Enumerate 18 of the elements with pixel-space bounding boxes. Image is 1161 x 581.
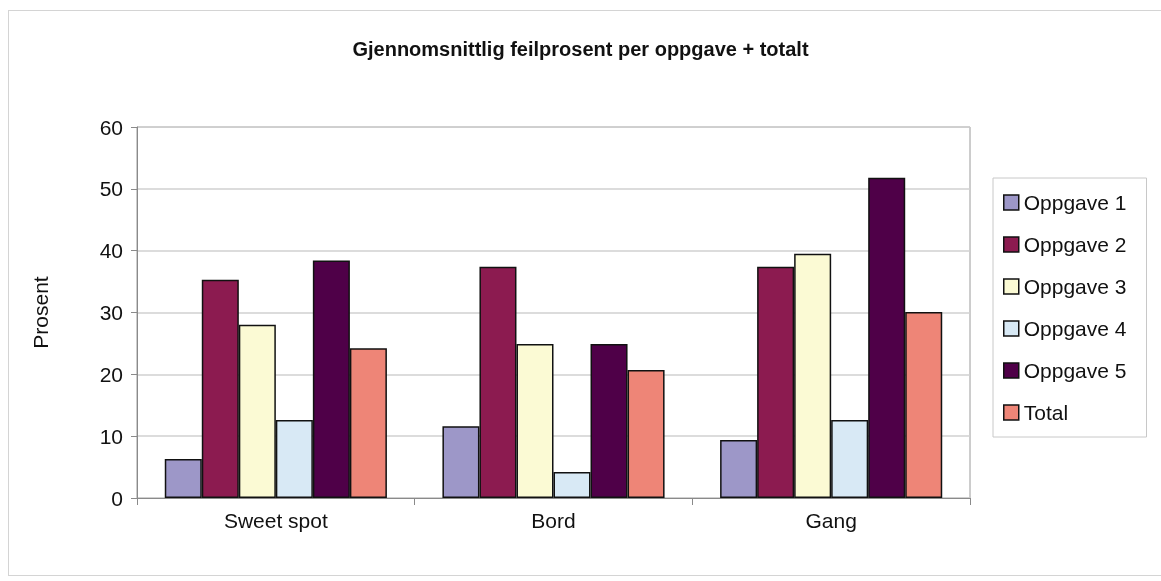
y-axis-title: Prosent (29, 276, 52, 349)
legend-label: Oppgave 3 (1023, 275, 1127, 298)
legend-label: Oppgave 5 (1023, 359, 1127, 382)
x-tick-label: Sweet spot (223, 509, 328, 532)
legend-label: Oppgave 1 (1023, 191, 1127, 214)
y-tick-label: 60 (99, 115, 123, 139)
y-tick-label: 50 (99, 177, 123, 201)
legend-label: Oppgave 4 (1023, 317, 1127, 340)
y-tick-label: 10 (99, 424, 123, 448)
x-tick-label: Gang (805, 509, 857, 532)
chart-title: Gjennomsnittlig feilprosent per oppgave + totalt (352, 38, 809, 60)
y-tick-label: 0 (111, 486, 123, 510)
y-tick-label: 20 (99, 362, 123, 386)
y-tick-label: 40 (99, 239, 123, 263)
x-tick-label: Bord (531, 509, 576, 532)
legend-label: Total (1023, 401, 1069, 424)
y-tick-label: 30 (99, 301, 123, 324)
legend-label: Oppgave 2 (1023, 233, 1127, 256)
